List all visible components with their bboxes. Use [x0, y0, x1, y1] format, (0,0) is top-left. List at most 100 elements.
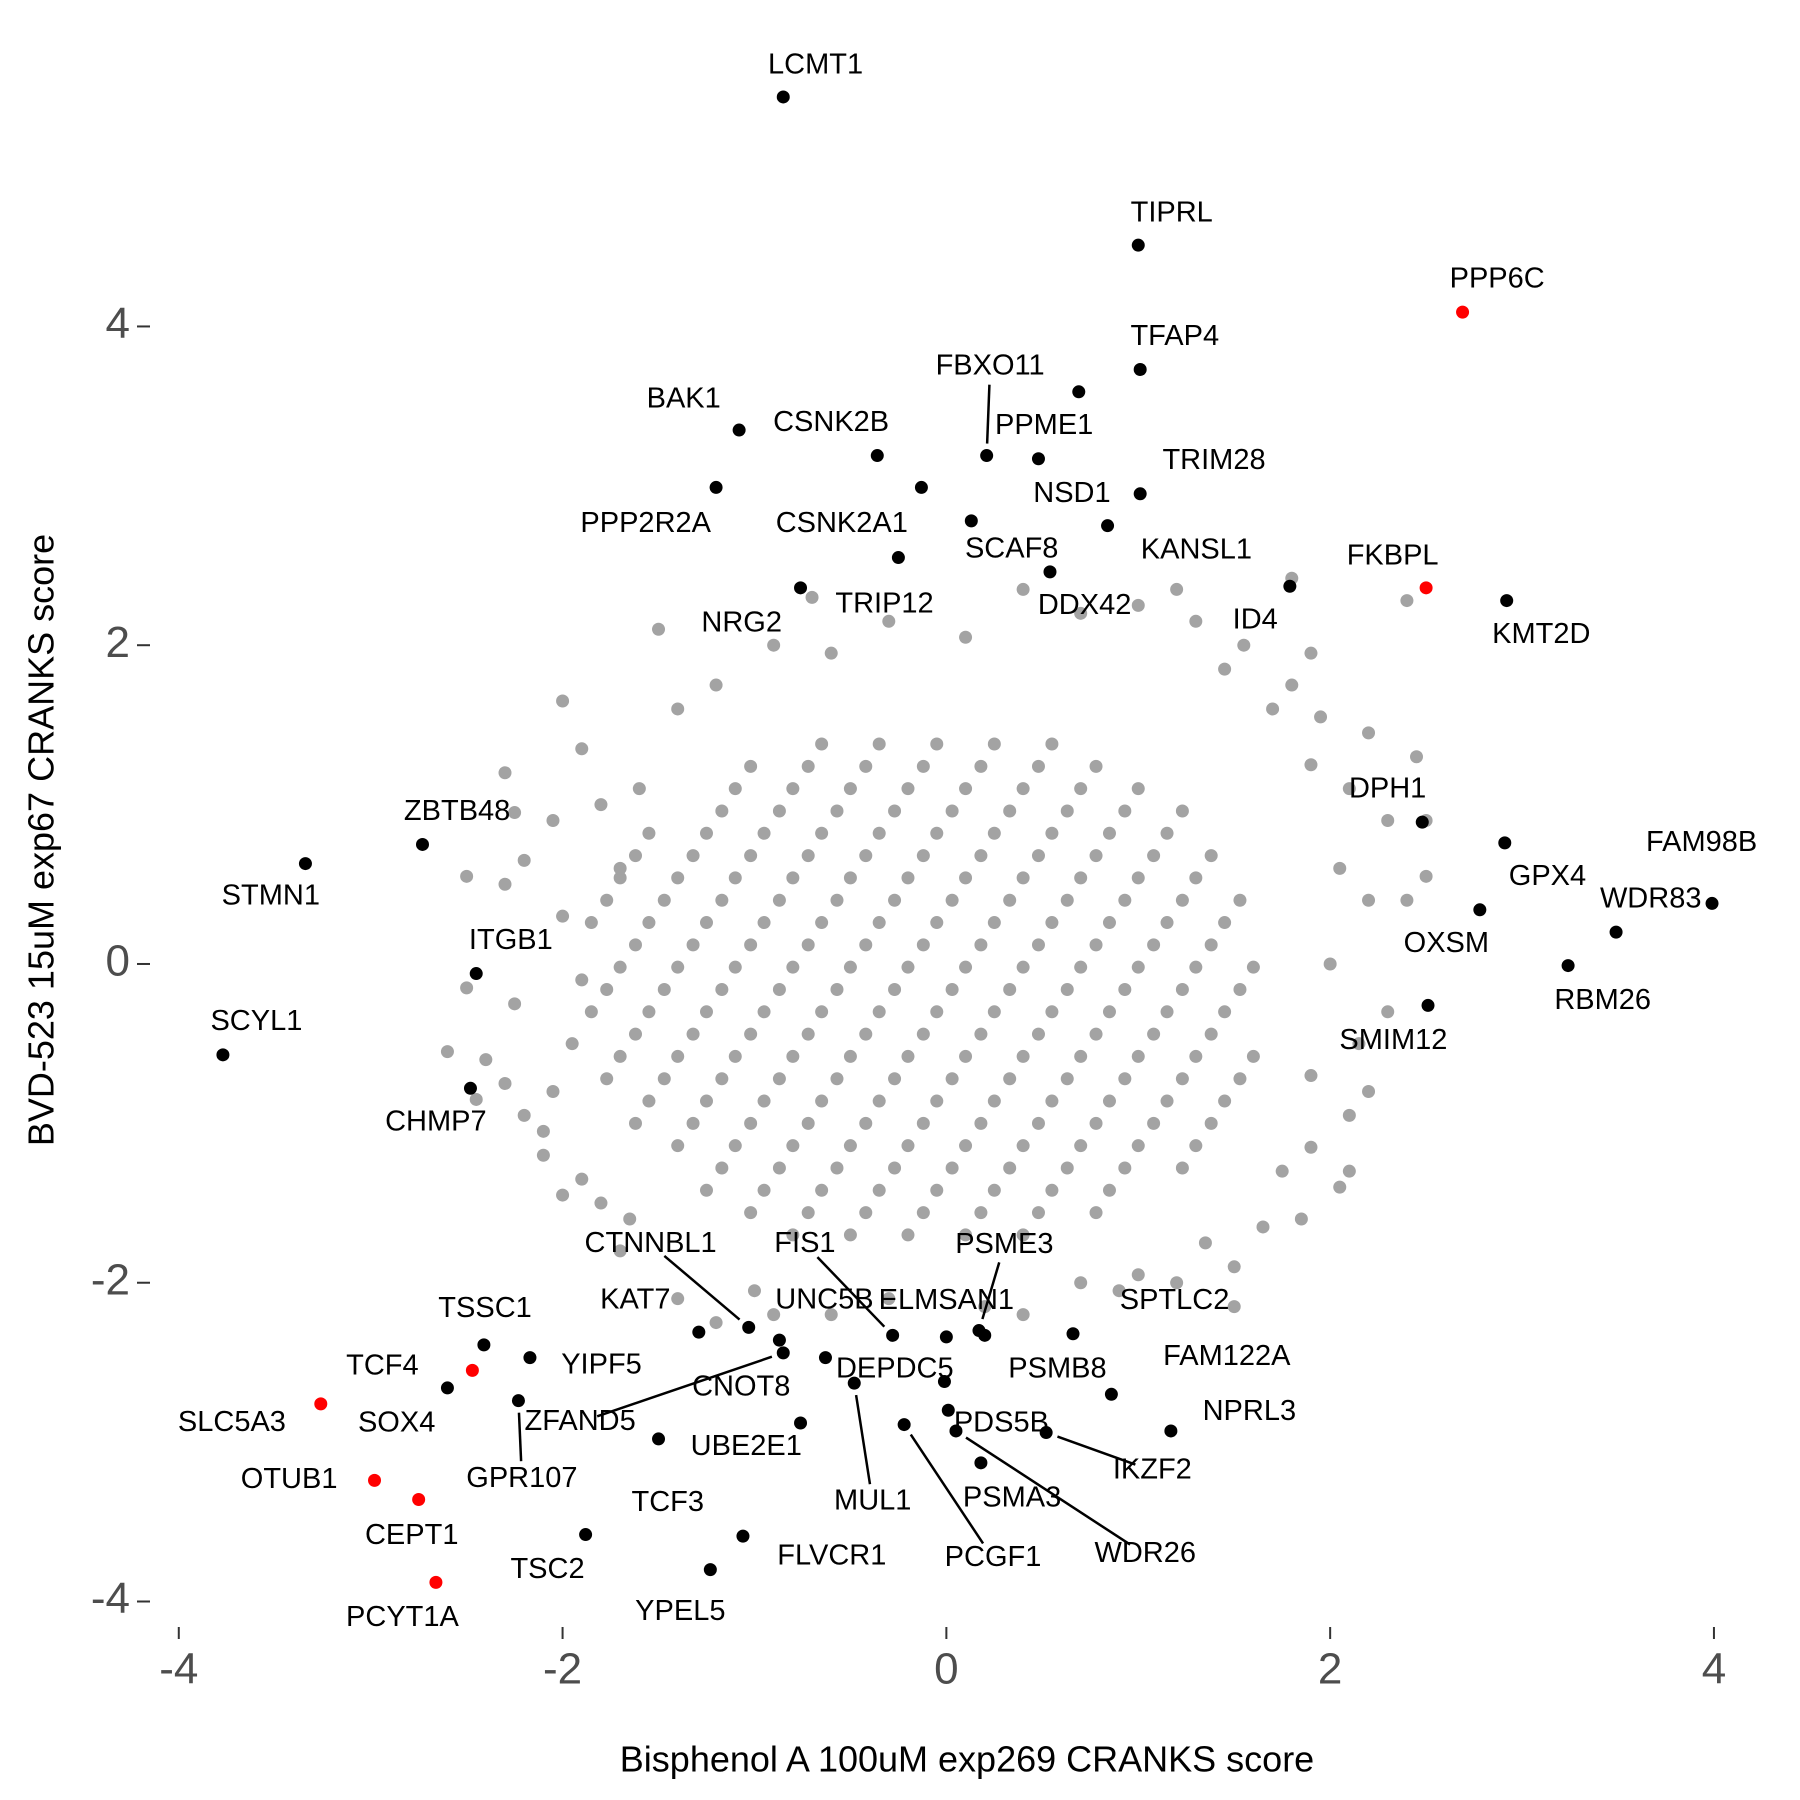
background-point	[1074, 1276, 1088, 1290]
highlight-point	[709, 480, 723, 494]
highlight-point	[1104, 1387, 1118, 1401]
point-label: STMN1	[222, 880, 320, 912]
background-point	[1147, 1116, 1161, 1130]
background-point	[1074, 782, 1088, 796]
point-label: BAK1	[647, 383, 721, 415]
background-point	[498, 766, 512, 780]
background-point	[767, 1308, 781, 1322]
background-point	[801, 1027, 815, 1041]
background-point	[815, 916, 829, 930]
highlight-point	[463, 1081, 477, 1095]
highlight-point	[298, 857, 312, 871]
background-point	[715, 1072, 729, 1086]
background-point	[517, 853, 531, 867]
point-label: UBE2E1	[691, 1430, 802, 1462]
background-point	[517, 1108, 531, 1122]
background-point	[744, 938, 758, 952]
x-axis-title: Bisphenol A 100uM exp269 CRANKS score	[620, 1739, 1314, 1780]
background-point	[959, 960, 973, 974]
point-label: FKBPL	[1347, 539, 1439, 571]
background-point	[1003, 804, 1017, 818]
background-point	[728, 871, 742, 885]
background-point	[1045, 1183, 1059, 1197]
highlight-point	[1133, 362, 1147, 376]
background-point	[498, 1077, 512, 1091]
background-point	[888, 1072, 902, 1086]
background-point	[1170, 1276, 1184, 1290]
background-point	[556, 909, 570, 923]
background-point	[916, 938, 930, 952]
background-point	[652, 622, 666, 636]
background-point	[815, 826, 829, 840]
background-point	[945, 982, 959, 996]
background-point	[744, 1116, 758, 1130]
background-point	[786, 1049, 800, 1063]
background-point	[1016, 1308, 1030, 1322]
background-point	[1189, 614, 1203, 628]
background-point	[1045, 1094, 1059, 1108]
background-point	[1060, 1072, 1074, 1086]
background-point	[1112, 1284, 1126, 1298]
background-point	[671, 1049, 685, 1063]
background-point	[815, 1183, 829, 1197]
background-point	[901, 1049, 915, 1063]
background-point	[642, 916, 656, 930]
point-label: TFAP4	[1130, 320, 1219, 352]
background-point	[671, 1139, 685, 1153]
background-point	[1060, 982, 1074, 996]
point-label: GPX4	[1509, 860, 1586, 892]
point-label: TIPRL	[1131, 197, 1213, 229]
x-tick-label: 2	[1318, 1645, 1342, 1694]
background-point	[830, 893, 844, 907]
background-point	[872, 1183, 886, 1197]
background-point	[1131, 960, 1145, 974]
background-point	[628, 1116, 642, 1130]
point-label: IKZF2	[1113, 1453, 1192, 1485]
background-point	[715, 804, 729, 818]
background-point	[613, 1244, 627, 1258]
background-point	[671, 1292, 685, 1306]
highlight-point	[1283, 579, 1297, 593]
background-point	[830, 982, 844, 996]
point-label: FIS1	[774, 1227, 835, 1259]
background-point	[1031, 1206, 1045, 1220]
background-point	[772, 1072, 786, 1086]
point-label: PPME1	[995, 409, 1093, 441]
x-tick-label: 0	[934, 1645, 958, 1694]
point-label: NRG2	[701, 606, 782, 638]
background-point	[1233, 893, 1247, 907]
background-point	[613, 960, 627, 974]
background-point	[888, 982, 902, 996]
highlight-point	[1561, 959, 1575, 973]
background-point	[657, 982, 671, 996]
background-point	[815, 1005, 829, 1019]
highlight-point	[692, 1325, 706, 1339]
highlight-point	[794, 1416, 808, 1430]
background-point	[1147, 1027, 1161, 1041]
background-point	[613, 871, 627, 885]
highlight-point	[415, 837, 429, 851]
background-point	[1102, 1005, 1116, 1019]
highlight-point	[974, 1456, 988, 1470]
point-label: SMIM12	[1339, 1024, 1447, 1056]
background-point	[1045, 1005, 1059, 1019]
background-point	[1198, 1236, 1212, 1250]
background-point	[1304, 1069, 1318, 1083]
background-point	[1131, 782, 1145, 796]
background-point	[859, 1027, 873, 1041]
point-label: TRIM28	[1162, 444, 1265, 476]
background-point	[1089, 849, 1103, 863]
background-point	[959, 782, 973, 796]
leader-line	[517, 1412, 523, 1462]
background-point	[974, 849, 988, 863]
background-point	[872, 826, 886, 840]
background-point	[772, 893, 786, 907]
background-point	[1160, 826, 1174, 840]
point-label: KANSL1	[1141, 534, 1252, 566]
background-point	[671, 702, 685, 716]
background-point	[1003, 982, 1017, 996]
background-point	[709, 1316, 723, 1330]
background-point	[613, 861, 627, 875]
highlight-point	[1131, 238, 1145, 252]
background-point	[1118, 804, 1132, 818]
